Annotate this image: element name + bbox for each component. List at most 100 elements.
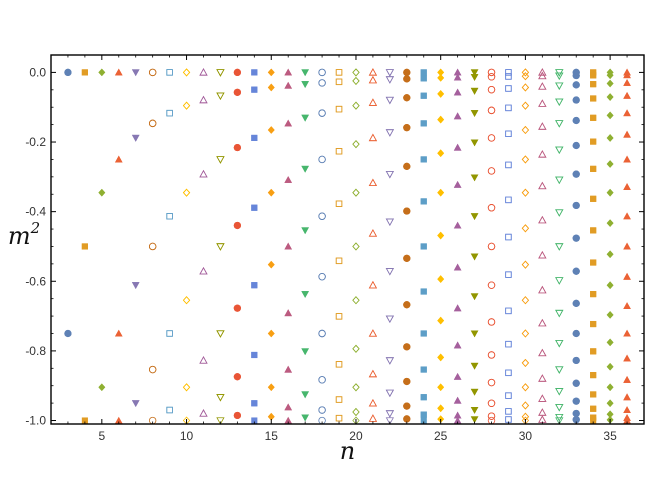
data-point — [555, 98, 564, 107]
data-point — [538, 374, 547, 382]
data-point — [403, 124, 411, 132]
data-point — [385, 170, 395, 179]
data-point — [403, 377, 411, 386]
data-point — [470, 110, 479, 117]
data-point — [606, 68, 614, 77]
data-point — [590, 81, 597, 88]
data-point — [538, 122, 547, 130]
data-point — [420, 198, 427, 205]
data-point — [555, 309, 564, 318]
data-point — [233, 143, 241, 152]
data-point — [538, 68, 547, 76]
data-point — [267, 83, 275, 92]
data-point — [521, 155, 530, 164]
data-point — [453, 416, 462, 424]
data-point — [403, 75, 411, 83]
data-point — [521, 358, 530, 367]
data-point — [335, 313, 343, 320]
data-point — [572, 379, 580, 387]
data-point — [538, 99, 547, 107]
data-point — [487, 85, 496, 94]
data-point — [606, 188, 614, 197]
data-point — [453, 68, 462, 76]
data-point — [487, 68, 496, 77]
data-point — [385, 410, 395, 418]
data-point — [368, 98, 378, 106]
data-point — [487, 281, 496, 289]
data-point — [420, 411, 427, 418]
data-point — [114, 68, 123, 76]
data-point — [301, 348, 309, 356]
data-point — [590, 372, 597, 379]
data-point — [385, 357, 395, 365]
data-point — [623, 393, 631, 401]
data-point — [538, 71, 547, 80]
data-point — [521, 296, 530, 305]
data-point — [335, 361, 343, 368]
data-point — [318, 212, 326, 220]
data-point — [199, 266, 208, 275]
data-point — [166, 330, 173, 337]
data-point — [505, 392, 512, 399]
data-point — [437, 68, 445, 77]
data-point — [555, 388, 564, 396]
data-point — [623, 212, 631, 220]
data-point — [590, 391, 597, 398]
data-point — [420, 394, 427, 401]
data-point — [538, 250, 547, 259]
data-point — [420, 92, 427, 99]
data-point — [470, 174, 479, 182]
data-point — [505, 392, 512, 399]
data-point — [166, 406, 173, 414]
data-point — [216, 156, 225, 164]
data-point — [453, 73, 462, 81]
data-point — [555, 120, 564, 128]
data-point — [216, 394, 225, 402]
data-point — [487, 242, 496, 251]
data-point — [368, 68, 378, 76]
data-point — [403, 301, 411, 309]
data-point — [505, 340, 512, 348]
data-point — [335, 69, 343, 76]
data-point — [521, 401, 530, 410]
data-point — [368, 75, 378, 84]
data-point — [284, 81, 292, 89]
data-point — [368, 133, 378, 142]
data-point — [182, 188, 191, 197]
data-point — [368, 133, 378, 142]
data-point — [505, 69, 512, 76]
data-point — [470, 362, 479, 370]
data-point — [590, 69, 597, 76]
data-point — [505, 196, 512, 204]
data-point — [352, 383, 360, 392]
data-point — [199, 95, 208, 104]
data-point — [385, 268, 395, 276]
data-point — [555, 82, 564, 90]
axis-ticks: 5 10 15 20 25 30 35 0.0 -0.2 -0.4 -0.6 -0.8 -1.0 — [25, 55, 644, 443]
data-point — [385, 69, 395, 77]
data-point — [182, 296, 191, 305]
data-point — [590, 165, 597, 172]
data-point — [555, 277, 564, 285]
data-point — [216, 92, 225, 101]
data-point — [505, 271, 512, 278]
data-point — [403, 207, 411, 215]
data-point — [538, 99, 547, 107]
data-point — [385, 129, 395, 137]
data-point — [487, 412, 496, 420]
data-point — [403, 343, 411, 351]
data-point — [487, 378, 496, 387]
data-point — [505, 416, 512, 423]
data-point — [606, 219, 614, 227]
data-point — [606, 79, 614, 88]
data-point — [623, 354, 631, 362]
data-point — [64, 68, 72, 77]
data-point — [521, 125, 530, 135]
data-point — [505, 307, 512, 315]
data-point — [590, 405, 597, 412]
data-point — [131, 282, 140, 289]
data-point — [590, 320, 597, 328]
data-point — [538, 394, 547, 402]
data-point — [505, 130, 512, 137]
data-point — [470, 330, 479, 338]
